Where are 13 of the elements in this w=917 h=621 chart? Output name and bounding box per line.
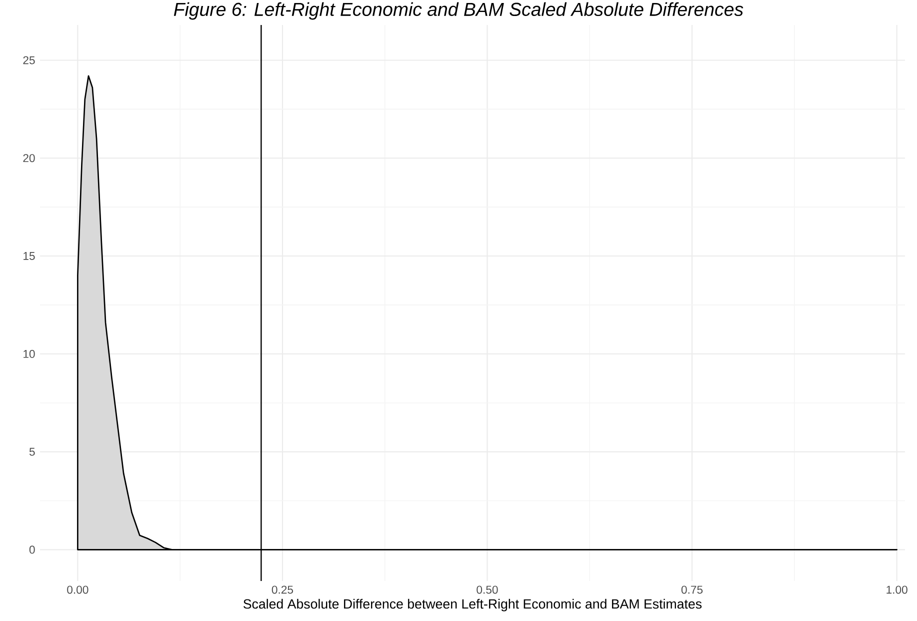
x-axis-title: Scaled Absolute Difference between Left-Right Economic and BAM Estimates: [243, 598, 702, 612]
y-tick-label: 20: [23, 154, 35, 162]
y-tick-label: 0: [29, 546, 35, 554]
y-tick-label: 5: [29, 448, 35, 456]
x-tick-label: 0.75: [681, 586, 703, 594]
y-tick-label: 10: [24, 350, 35, 358]
x-tick-label: 0.50: [476, 586, 498, 594]
x-tick-label: 1.00: [886, 586, 908, 594]
x-tick-label: 0.25: [272, 586, 294, 594]
chart-title: Figure 6: Left-Right Economic and BAM Scaled Absolute Differences: [174, 2, 744, 20]
y-tick-label: 15: [24, 252, 35, 260]
x-tick-label: 0.00: [67, 586, 88, 594]
y-tick-label: 25: [23, 56, 35, 64]
